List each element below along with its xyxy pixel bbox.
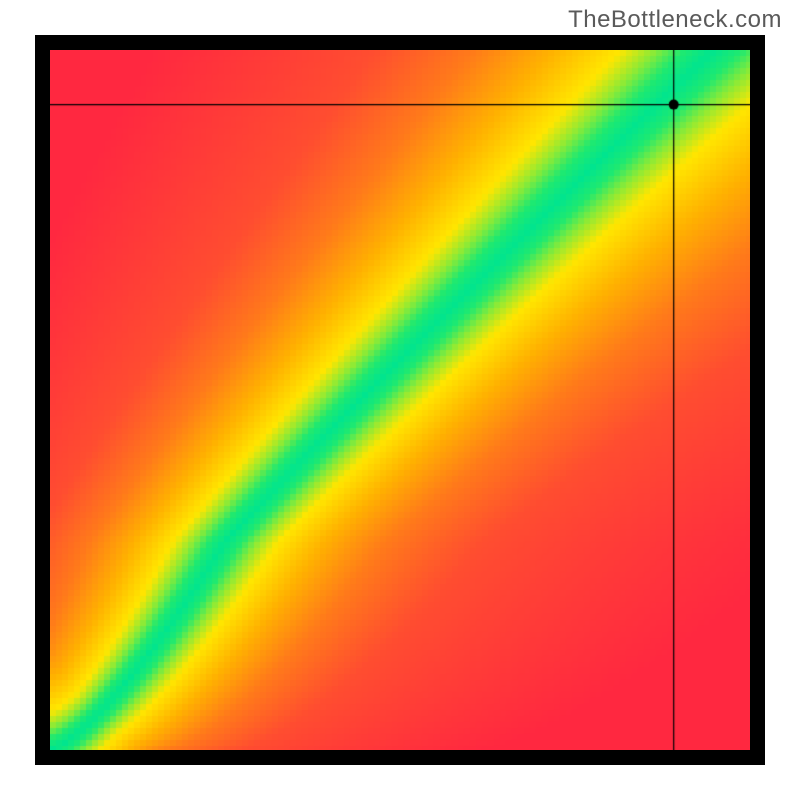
chart-black-frame: [35, 35, 765, 765]
bottleneck-heatmap: [50, 50, 750, 750]
chart-container: TheBottleneck.com: [0, 0, 800, 800]
attribution-label: TheBottleneck.com: [568, 6, 782, 34]
